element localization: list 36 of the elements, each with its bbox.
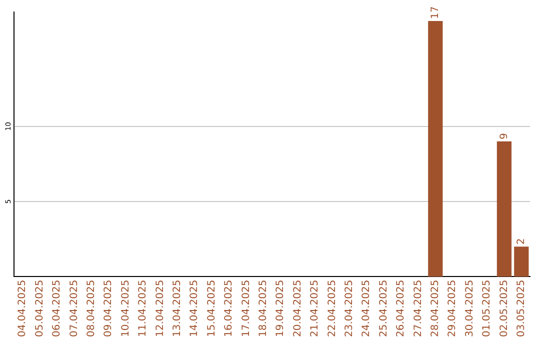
x-tick-label: 15.04.2025 [206, 280, 218, 338]
x-tick-label: 10.04.2025 [120, 280, 132, 338]
x-tick-label: 08.04.2025 [86, 280, 97, 338]
x-tick-label: 01.05.2025 [482, 280, 493, 338]
x-tick-label: 09.04.2025 [103, 280, 114, 338]
x-tick-label: 16.04.2025 [224, 280, 235, 338]
x-tick-label: 25.04.2025 [378, 280, 390, 338]
data-label: 17 [430, 6, 441, 20]
x-tick-label: 12.04.2025 [154, 280, 166, 338]
x-tick-label: 11.04.2025 [138, 280, 149, 338]
x-tick-label: 22.04.2025 [326, 280, 338, 338]
x-tick-label: 13.04.2025 [172, 280, 183, 338]
data-label: 2 [516, 238, 527, 245]
x-tick-label: 30.04.2025 [464, 280, 476, 338]
x-tick-label: 04.04.2025 [17, 280, 28, 338]
x-tick-label: 26.04.2025 [396, 280, 407, 338]
x-tick-label: 29.04.2025 [447, 280, 458, 338]
x-tick-label: 24.04.2025 [361, 280, 372, 338]
x-tick-label: 03.05.2025 [516, 280, 527, 338]
x-tick-label: 06.04.2025 [52, 280, 63, 338]
bar [514, 246, 529, 277]
x-tick-label: 17.04.2025 [240, 280, 252, 338]
x-tick-label: 14.04.2025 [189, 280, 200, 338]
bar [496, 141, 512, 277]
x-tick-label: 28.04.2025 [430, 280, 441, 338]
x-tick-label: 27.04.2025 [412, 280, 424, 338]
x-tick-label: 20.04.2025 [292, 280, 304, 338]
x-tick-label: 19.04.2025 [275, 280, 286, 338]
x-tick-label: 18.04.2025 [258, 280, 269, 338]
data-label: 9 [498, 132, 510, 140]
x-tick-label: 02.05.2025 [498, 280, 510, 338]
bar [428, 21, 443, 277]
x-tick-label: 07.04.2025 [68, 280, 80, 338]
x-tick-label: 21.04.2025 [310, 280, 321, 338]
x-tick-label: 05.04.2025 [34, 280, 46, 338]
x-tick-label: 23.04.2025 [344, 280, 355, 338]
